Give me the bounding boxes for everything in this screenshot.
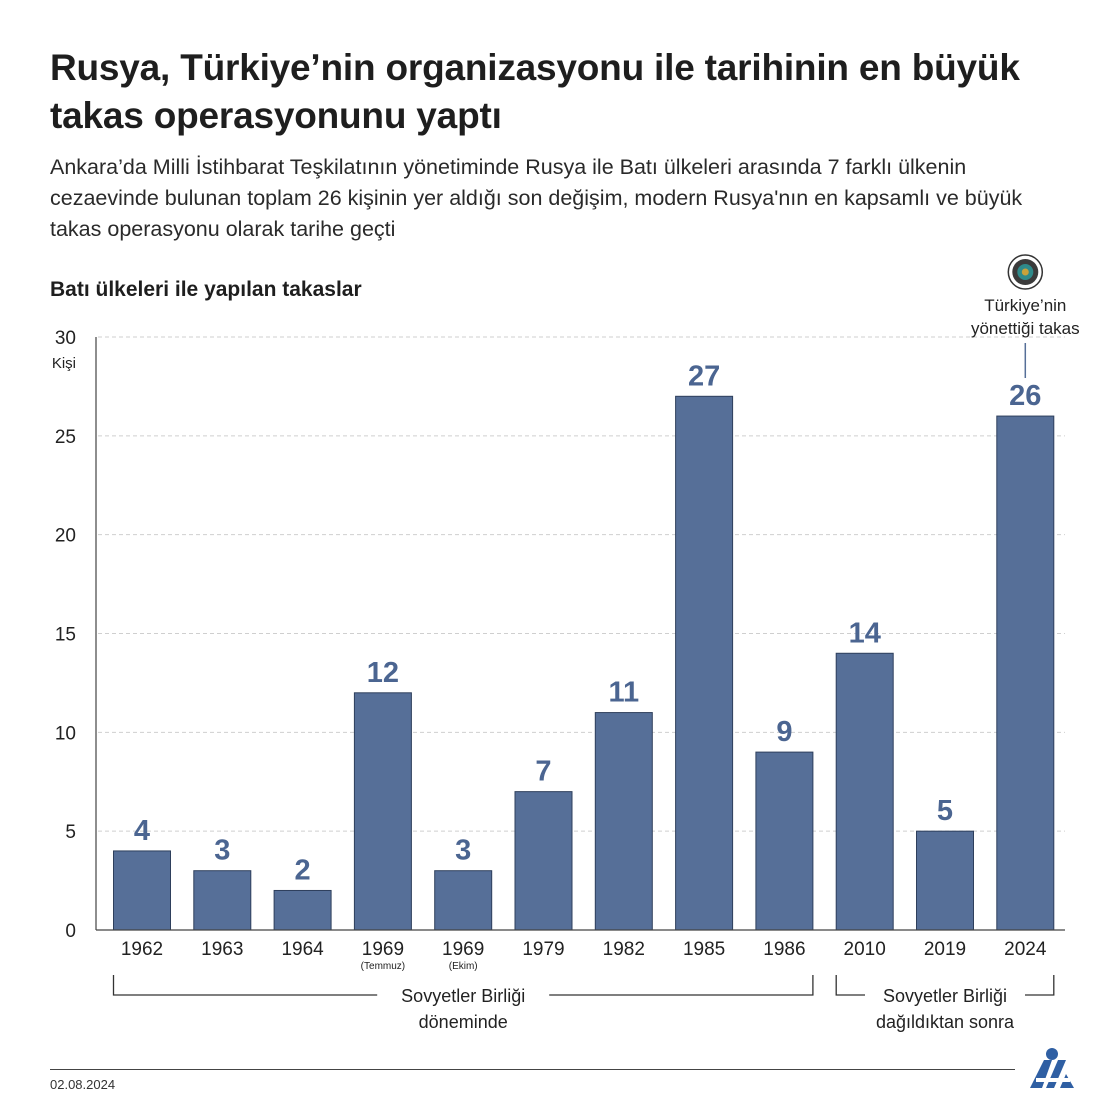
- bar: [113, 850, 171, 931]
- footer-divider: [50, 1069, 1015, 1070]
- bar: [594, 712, 653, 931]
- x-tick-label: 1969: [362, 939, 404, 960]
- bar-chart: 051015202530Kişi419623196321964121969(Te…: [52, 254, 1080, 1032]
- bar: [675, 395, 734, 931]
- bar: [916, 830, 974, 931]
- x-tick-note: (Ekim): [449, 961, 478, 972]
- x-tick-label: 1985: [683, 939, 725, 960]
- bar: [193, 870, 252, 931]
- group-label: dağıldıktan sonra: [876, 1012, 1015, 1032]
- bar: [514, 791, 573, 931]
- bar: [273, 889, 332, 931]
- emblem-core: [1021, 268, 1029, 276]
- bar: [434, 870, 493, 931]
- group-label: Sovyetler Birliği: [883, 986, 1007, 1006]
- bar: [353, 692, 412, 931]
- group-bracket: [835, 975, 1055, 996]
- y-tick-label: 20: [55, 526, 76, 547]
- footer-date: 02.08.2024: [50, 1077, 116, 1092]
- x-tick-label: 2019: [924, 939, 966, 960]
- chart-title: Batı ülkeleri ile yapılan takaslar: [50, 278, 362, 301]
- y-tick-label: 10: [55, 723, 76, 744]
- page-title: Rusya, Türkiye’nin organizasyonu ile tar…: [50, 47, 1020, 136]
- x-tick-label: 1979: [522, 939, 564, 960]
- y-tick-label: 30: [55, 328, 76, 349]
- bar: [755, 751, 814, 931]
- y-tick-label: 15: [55, 625, 76, 646]
- x-tick-label: 1963: [201, 939, 243, 960]
- x-tick-label: 1982: [603, 939, 645, 960]
- bar: [996, 415, 1055, 931]
- aa-logo-icon: [1030, 1048, 1074, 1088]
- group-label: döneminde: [419, 1012, 508, 1032]
- data-label: 26: [1009, 380, 1041, 412]
- data-label: 2: [295, 854, 311, 886]
- x-tick-label: 1964: [281, 939, 324, 960]
- y-axis-label: Kişi: [52, 355, 76, 372]
- data-label: 3: [455, 835, 471, 867]
- bar: [835, 652, 894, 931]
- annotation-text: Türkiye’nin: [984, 296, 1066, 315]
- y-tick-label: 25: [55, 427, 76, 448]
- data-label: 3: [214, 835, 230, 867]
- data-label: 7: [535, 756, 551, 788]
- x-tick-label: 2010: [844, 939, 886, 960]
- data-label: 5: [937, 795, 953, 827]
- x-tick-label: 2024: [1004, 939, 1047, 960]
- group-bracket: [112, 975, 814, 996]
- y-tick-label: 5: [65, 822, 76, 843]
- x-tick-label: 1969: [442, 939, 484, 960]
- data-label: 11: [608, 677, 639, 709]
- x-tick-label: 1986: [763, 939, 805, 960]
- y-tick-label: 0: [65, 921, 76, 942]
- data-label: 9: [776, 716, 792, 748]
- data-label: 14: [849, 617, 881, 649]
- data-label: 27: [688, 360, 720, 392]
- x-tick-note: (Temmuz): [361, 961, 405, 972]
- data-label: 4: [134, 815, 150, 847]
- group-label: Sovyetler Birliği: [401, 986, 525, 1006]
- annotation-text: yönettiği takas: [971, 319, 1080, 338]
- page-subtitle: Ankara’da Milli İstihbarat Teşkilatının …: [50, 155, 1023, 241]
- data-label: 12: [367, 657, 399, 689]
- x-tick-label: 1962: [121, 939, 163, 960]
